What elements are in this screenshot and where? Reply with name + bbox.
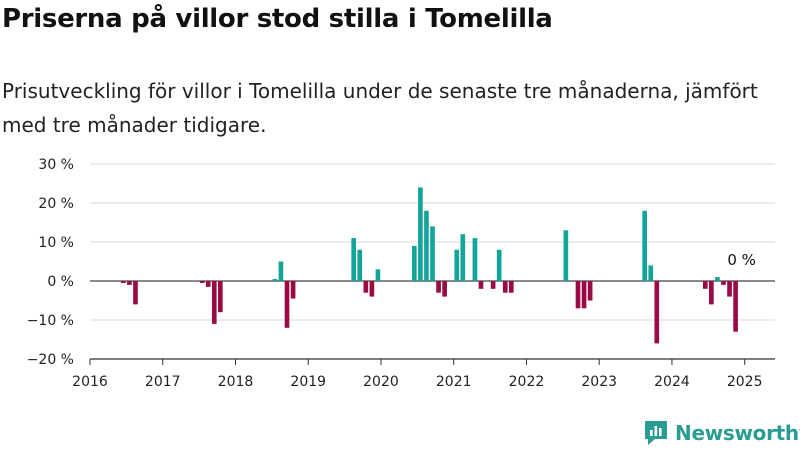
bar <box>563 230 569 281</box>
chart-subtitle: Prisutveckling för villor i Tomelilla un… <box>2 79 758 137</box>
bar <box>218 281 223 313</box>
bar <box>454 249 460 281</box>
bar <box>460 234 466 281</box>
bar <box>709 281 714 305</box>
bar <box>211 281 217 324</box>
bar <box>715 277 720 281</box>
bar <box>430 226 435 281</box>
bar <box>284 281 290 328</box>
y-tick-label: 30 % <box>38 157 74 173</box>
bar <box>272 279 278 281</box>
x-tick-label: 2024 <box>654 374 690 390</box>
x-tick-label: 2017 <box>145 374 181 390</box>
x-tick-label: 2016 <box>72 374 108 390</box>
bar <box>721 281 726 285</box>
x-tick-label: 2021 <box>436 374 472 390</box>
bar <box>587 281 593 301</box>
bar <box>436 281 441 293</box>
bar <box>411 245 417 281</box>
latest-value-label: 0 % <box>727 251 756 269</box>
bar <box>369 281 375 297</box>
y-axis: −20 % −10 % 0 % 10 % 20 % 30 % <box>27 157 74 368</box>
brand-name: Newsworthy <box>675 421 800 445</box>
bar <box>424 210 429 281</box>
bar <box>733 281 738 332</box>
bar <box>363 281 369 293</box>
bar <box>199 281 205 283</box>
newsworthy-logo-icon <box>645 421 667 445</box>
bar <box>727 281 732 297</box>
bar <box>290 281 296 299</box>
y-tick-label: −20 % <box>27 352 74 368</box>
bar <box>490 281 496 289</box>
y-tick-label: 10 % <box>38 235 74 251</box>
bar <box>575 281 581 309</box>
y-tick-label: −10 % <box>27 313 74 329</box>
bar <box>496 249 502 281</box>
x-axis: 2016 2017 2018 2019 2020 2021 2022 2023 2024 2025 <box>72 358 775 390</box>
bar <box>472 238 478 281</box>
bar <box>654 281 660 344</box>
x-tick-label: 2022 <box>509 374 545 390</box>
bar <box>502 281 508 293</box>
chart-title: Priserna på villor stod stilla i Tomelil… <box>2 4 553 34</box>
bar <box>205 281 211 287</box>
bar <box>121 281 126 283</box>
x-tick-label: 2020 <box>363 374 399 390</box>
bar <box>351 238 357 281</box>
y-tick-label: 20 % <box>38 196 74 212</box>
x-tick-label: 2023 <box>581 374 617 390</box>
bar <box>702 281 708 289</box>
bar <box>375 269 381 281</box>
bar <box>357 249 363 281</box>
bars <box>121 187 738 344</box>
brand-logo: Newsworthy <box>643 418 800 448</box>
bar <box>581 281 587 309</box>
y-tick-label: 0 % <box>47 274 74 290</box>
bar <box>278 261 284 281</box>
bar <box>642 210 647 281</box>
bar <box>478 281 484 289</box>
x-tick-label: 2019 <box>290 374 326 390</box>
x-tick-label: 2025 <box>727 374 763 390</box>
bar <box>508 281 514 293</box>
bar <box>442 281 447 297</box>
bar <box>418 187 423 281</box>
x-tick-label: 2018 <box>218 374 254 390</box>
bar <box>127 281 132 285</box>
annotations: 0 % <box>727 251 756 269</box>
bar <box>648 265 654 281</box>
bar <box>133 281 138 305</box>
